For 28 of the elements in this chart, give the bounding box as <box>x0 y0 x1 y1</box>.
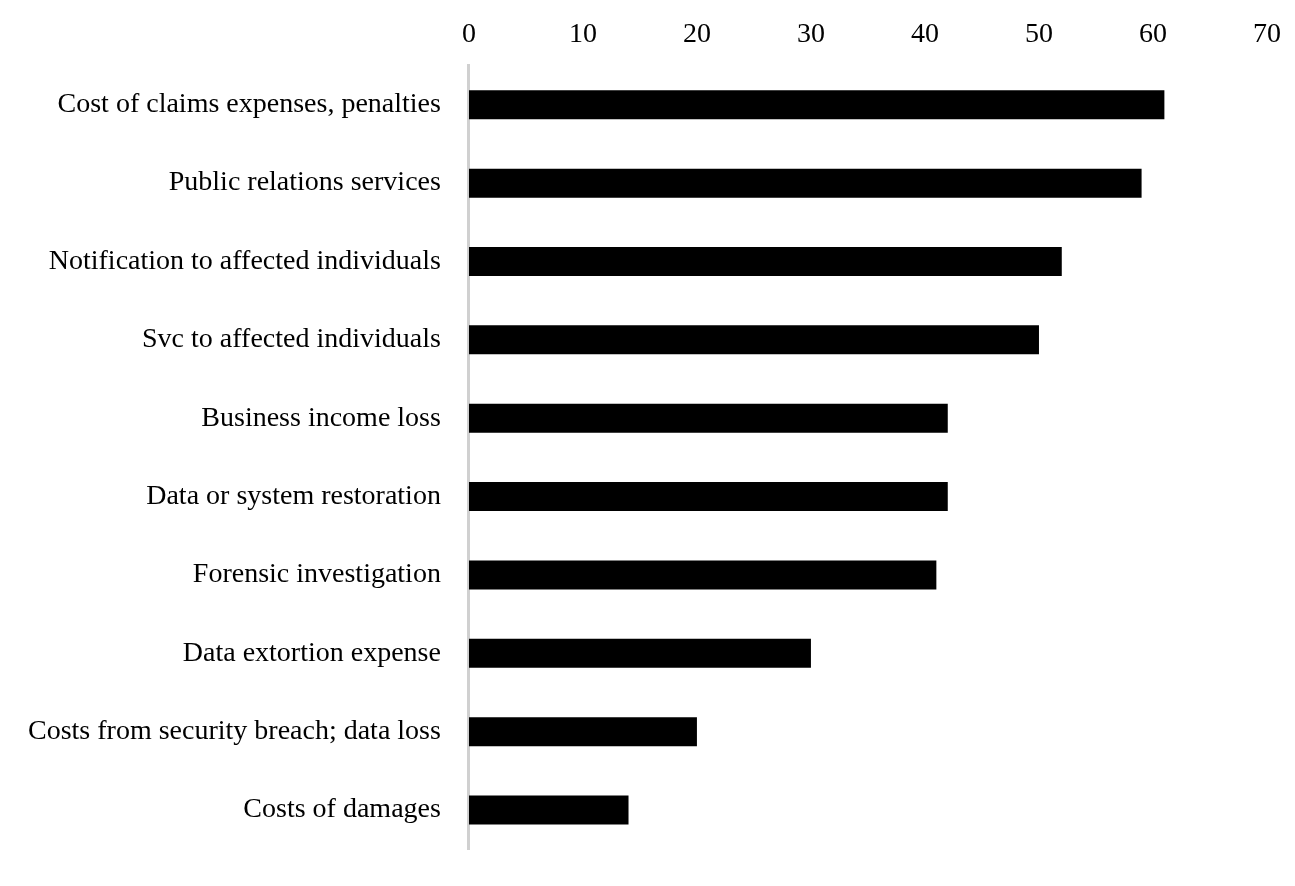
bar <box>468 482 948 512</box>
y-tick-label: Costs from security breach; data loss <box>28 714 441 746</box>
x-tick-label: 40 <box>910 17 939 49</box>
y-tick-label: Forensic investigation <box>192 557 441 589</box>
bar <box>468 90 1165 120</box>
bar <box>468 325 1039 355</box>
x-tick-label: 20 <box>682 17 711 49</box>
x-tick-label: 50 <box>1024 17 1053 49</box>
bar <box>468 795 629 825</box>
y-tick-label: Data or system restoration <box>146 478 441 510</box>
bar <box>468 168 1142 198</box>
y-tick-label: Costs of damages <box>243 792 441 824</box>
y-tick-label: Svc to affected individuals <box>142 322 441 354</box>
x-tick-label: 60 <box>1138 17 1167 49</box>
bar <box>468 403 948 433</box>
x-tick-label: 10 <box>568 17 597 49</box>
y-tick-label: Cost of claims expenses, penalties <box>57 87 441 119</box>
x-tick-label: 70 <box>1253 17 1281 49</box>
bar <box>468 717 697 747</box>
bar <box>468 638 811 668</box>
bar <box>468 247 1062 276</box>
x-tick-label: 30 <box>796 17 825 49</box>
y-tick-label: Notification to affected individuals <box>48 243 441 275</box>
x-tick-label: 0 <box>461 17 476 49</box>
y-tick-label: Public relations services <box>168 165 441 197</box>
y-tick-label: Data extortion expense <box>182 635 441 667</box>
bar <box>468 560 937 590</box>
y-tick-label: Business income loss <box>201 400 441 432</box>
